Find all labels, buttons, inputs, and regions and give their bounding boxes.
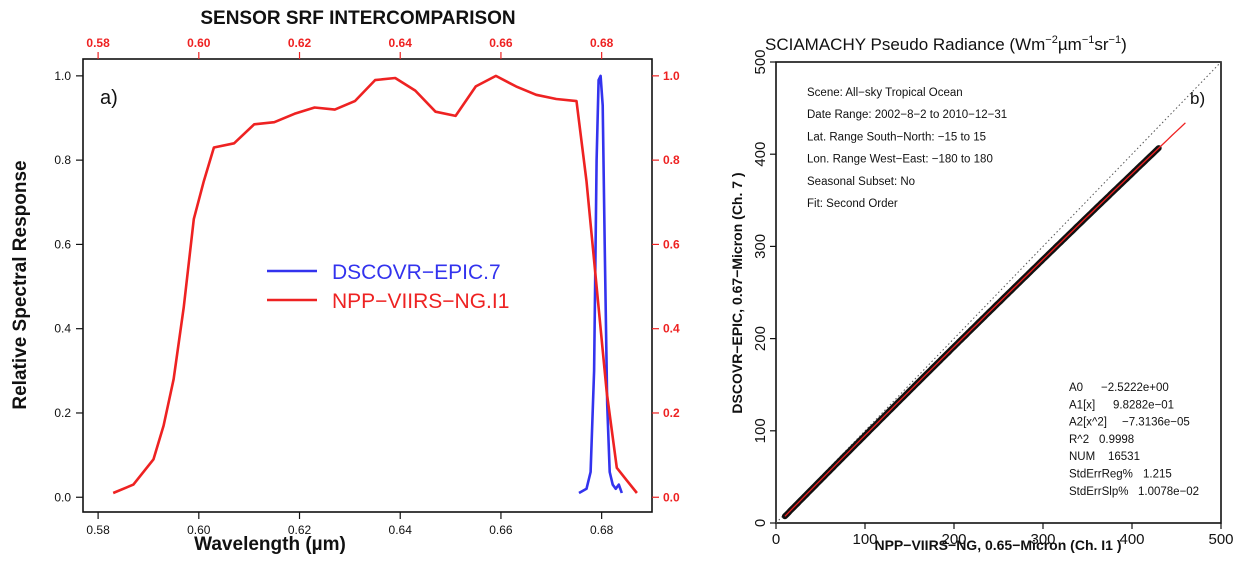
y-tick-label: 200	[752, 326, 769, 351]
x-tick-label-top: 0.64	[389, 36, 413, 50]
info-line: Lon. Range West−East: −180 to 180	[807, 154, 993, 166]
stat-label: A2[x^2]	[1069, 417, 1107, 429]
panel-a-series	[112, 74, 638, 495]
panel-a-title: SENSOR SRF INTERCOMPARISON	[200, 8, 515, 29]
y-tick-label-right: 0.6	[663, 237, 680, 251]
x-tick-label-top: 0.58	[86, 36, 110, 50]
info-line: Fit: Second Order	[807, 198, 898, 210]
panel-b-y-axis: 0 100 200 300 400 500	[752, 49, 776, 527]
y-tick-label-left: 0.4	[54, 322, 71, 336]
panel-b-x-axis-label: NPP−VIIRS−NG, 0.65−Micron (Ch. I1 )	[874, 537, 1121, 553]
y-tick-label-left: 1.0	[54, 69, 71, 83]
info-line: Lat. Range South−North: −15 to 15	[807, 131, 986, 143]
series-line-epic	[578, 74, 624, 495]
panel-b-title: SCIAMACHY Pseudo Radiance (Wm−2µm−1sr−1)	[765, 34, 1127, 54]
y-tick-label-right: 0.4	[663, 322, 680, 336]
panel-a-label: a)	[100, 87, 118, 109]
x-tick-label-bottom: 0.60	[187, 523, 211, 537]
panel-a-plot-frame	[82, 58, 653, 513]
legend-label-epic: DSCOVR−EPIC.7	[332, 261, 501, 284]
y-tick-label-right: 0.0	[663, 490, 680, 504]
panel-a-y-axis-right: 0.0 0.2 0.4 0.6 0.8 1.0	[652, 69, 680, 504]
stat-value: 9.8282e−01	[1113, 399, 1174, 411]
x-tick-label-bottom: 0.66	[489, 523, 513, 537]
x-tick-label-bottom: 0.68	[590, 523, 614, 537]
panel-b-plot-frame	[775, 61, 1222, 524]
stat-value: 1.215	[1143, 469, 1172, 481]
panel-b-chart: SCIAMACHY Pseudo Radiance (Wm−2µm−1sr−1)…	[729, 34, 1234, 553]
stat-label: A1[x]	[1069, 399, 1095, 411]
stat-value: −7.3136e−05	[1122, 417, 1190, 429]
info-line: Scene: All−sky Tropical Ocean	[807, 87, 963, 99]
y-tick-label: 500	[752, 49, 769, 74]
x-tick-label-bottom: 0.64	[389, 523, 413, 537]
x-tick-label: 200	[941, 531, 966, 548]
series-line-viirs	[112, 74, 638, 495]
panel-a-y-axis-left: 0.0 0.2 0.4 0.6 0.8 1.0	[54, 69, 83, 504]
x-tick-label: 500	[1208, 531, 1233, 548]
y-tick-label: 0	[752, 519, 769, 527]
x-tick-label: 100	[852, 531, 877, 548]
y-tick-label-left: 0.0	[54, 490, 71, 504]
panel-a-x-axis-label: Wavelength (µm)	[194, 534, 346, 555]
panel-b-label: b)	[1190, 89, 1205, 108]
x-tick-label: 0	[772, 531, 780, 548]
panel-a-y-axis-label: Relative Spectral Response	[10, 160, 31, 409]
panel-b-y-axis-label: DSCOVR−EPIC, 0.67−Micron (Ch. 7 )	[729, 172, 745, 413]
info-line: Date Range: 2002−8−2 to 2010−12−31	[807, 109, 1007, 121]
y-tick-label-right: 0.2	[663, 406, 680, 420]
panel-a-x-axis-bottom: 0.58 0.60 0.62 0.64 0.66 0.68	[86, 512, 614, 537]
panel-a-chart: SENSOR SRF INTERCOMPARISON 0.58 0.60 0.62 0…	[10, 8, 680, 555]
stat-value: 0.9998	[1099, 434, 1134, 446]
x-tick-label-top: 0.66	[489, 36, 513, 50]
y-tick-label-right: 1.0	[663, 69, 680, 83]
stat-label: R^2	[1069, 434, 1089, 446]
panel-b-info-text: Scene: All−sky Tropical Ocean Date Range:…	[807, 87, 1007, 210]
info-line: Seasonal Subset: No	[807, 176, 915, 188]
panel-b-fit-statistics: A0 −2.5222e+00 A1[x] 9.8282e−01 A2[x^2] −7.31…	[1069, 382, 1199, 498]
y-tick-label: 100	[752, 418, 769, 443]
stat-label: StdErrSlp%	[1069, 486, 1128, 498]
x-tick-label-top: 0.62	[288, 36, 312, 50]
panel-a-legend: DSCOVR−EPIC.7 NPP−VIIRS−NG.I1	[267, 261, 509, 313]
x-tick-label: 400	[1119, 531, 1144, 548]
y-tick-label-left: 0.6	[54, 237, 71, 251]
panel-a-x-axis-top: 0.58 0.60 0.62 0.64 0.66 0.68	[86, 36, 614, 59]
y-tick-label-left: 0.8	[54, 153, 71, 167]
stat-label: A0	[1069, 382, 1083, 394]
x-tick-label-bottom: 0.58	[86, 523, 110, 537]
y-tick-label: 300	[752, 234, 769, 259]
x-tick-label: 300	[1030, 531, 1055, 548]
x-tick-label-top: 0.60	[187, 36, 211, 50]
y-tick-label-right: 0.8	[663, 153, 680, 167]
stat-value: −2.5222e+00	[1101, 382, 1169, 394]
x-tick-label-top: 0.68	[590, 36, 614, 50]
fit-curve	[784, 122, 1186, 517]
legend-label-viirs: NPP−VIIRS−NG.I1	[332, 290, 509, 313]
y-tick-label: 400	[752, 142, 769, 167]
stat-value: 16531	[1108, 451, 1140, 463]
one-to-one-line	[775, 61, 1222, 524]
stat-value: 1.0078e−02	[1138, 486, 1199, 498]
x-tick-label-bottom: 0.62	[288, 523, 312, 537]
y-tick-label-left: 0.2	[54, 406, 71, 420]
panel-b-x-axis: 0 100 200 300 400 500	[772, 523, 1234, 548]
stat-label: StdErrReg%	[1069, 469, 1133, 481]
stat-label: NUM	[1069, 451, 1095, 463]
panel-b-plot-area	[775, 61, 1222, 524]
